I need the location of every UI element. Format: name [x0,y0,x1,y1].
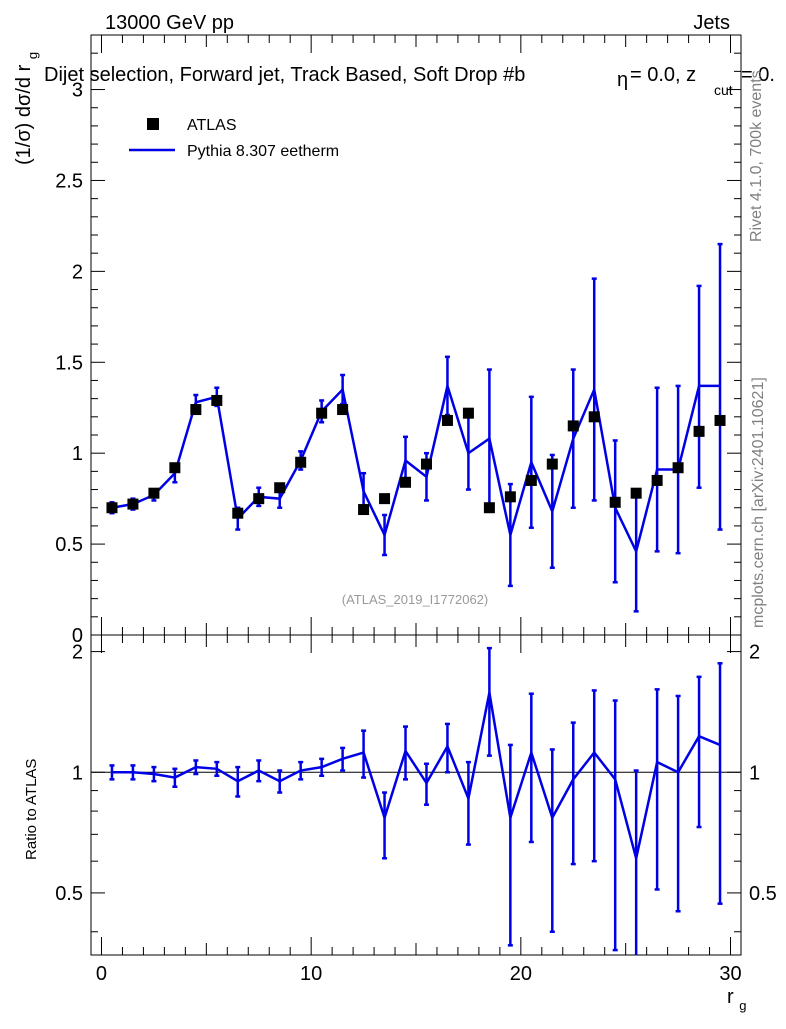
xtick-label: 0 [96,963,107,985]
atlas-data-point [546,458,558,470]
atlas-data-point [651,474,663,486]
atlas-data-point [441,414,453,426]
main-ytick-label: 0.5 [55,534,83,556]
main-ytick-label: 3 [72,80,83,102]
selection-title-main: Dijet selection, Forward jet, Track Base… [44,64,525,86]
xlabel-text: r [727,986,734,1008]
atlas-data-point [462,407,474,419]
atlas-data-point [127,498,139,510]
legend-mc-label: Pythia 8.307 eetherm [187,143,339,160]
ratio-plot-area [91,646,741,955]
xlabel: r g [727,986,746,1013]
atlas-data-point [525,474,537,486]
atlas-data-point [630,487,642,499]
title-cut-subscript: cut [714,82,733,98]
xtick-label: 20 [510,963,532,985]
atlas-data-point [274,482,286,494]
atlas-data-point [358,504,370,516]
atlas-data-point [232,507,244,519]
atlas-data-point [169,462,181,474]
atlas-data-point [672,462,684,474]
atlas-data-point [504,491,516,503]
atlas-data-point [400,476,412,488]
main-ytick-label: 0 [72,625,83,647]
main-ylabel-text: (1/σ) dσ/d r [13,64,35,165]
ratio-ytick-label: 1 [72,762,83,784]
energy-label: 13000 GeV pp [105,12,234,34]
xtick-label: 30 [719,963,741,985]
analysis-id: (ATLAS_2019_I1772062) [342,592,488,607]
main-ytick-label: 1 [72,443,83,465]
process-label: Jets [693,12,730,34]
atlas-data-point [483,502,495,514]
selection-title: Dijet selection, Forward jet, Track Base… [44,64,525,86]
xtick-label: 10 [300,963,322,985]
mc-series-line [111,381,721,555]
title-equals: = 0. [741,64,775,86]
ratio-ytick-label: 0.5 [55,883,83,905]
side-rivet-label: Rivet 4.1.0, 700k events [748,70,765,242]
atlas-data-point [316,407,328,419]
atlas-data-point [714,414,726,426]
ratio-panel-frame [90,634,742,956]
atlas-data-point [148,487,160,499]
main-plot-area [106,242,726,613]
ratio-ylabel: Ratio to ATLAS [23,759,40,860]
ratio-ytick-label: 2 [72,642,83,664]
main-ylabel: (1/σ) dσ/d r g [13,52,40,165]
atlas-data-point [693,425,705,437]
ratio-ytick-label-right: 1 [749,762,760,784]
main-axis-ticks: 0 0.5 1 1.5 2 2.5 3 [55,34,741,647]
ratio-axis-ticks: 0.5 0.51 12 20 10 20 30 [55,635,777,985]
ratio-ytick-label-right: 0.5 [749,883,777,905]
atlas-data-point [295,456,307,468]
main-ytick-label: 2 [72,261,83,283]
atlas-data-point [609,496,621,508]
atlas-data-point [253,493,265,505]
ratio-ytick-label-right: 2 [749,642,760,664]
atlas-data-point [588,411,600,423]
main-ylabel-sub: g [25,52,40,59]
beta-symbol: η [617,69,628,91]
legend-data-label: ATLAS [187,117,237,134]
atlas-data-point [567,420,579,432]
atlas-data-point [420,458,432,470]
atlas-data-point [190,404,202,416]
atlas-data-point [211,394,223,406]
main-ytick-label: 1.5 [55,352,83,374]
atlas-data-point [337,404,349,416]
ratio-series-line [111,692,721,859]
side-mcplots-label: mcplots.cern.ch [arXiv:2401.10621] [750,377,767,628]
main-ytick-label: 2.5 [55,170,83,192]
atlas-data-point [106,502,118,514]
title-tail: = 0.0, z [630,64,696,86]
xlabel-sub: g [739,998,746,1013]
legend-data-marker [147,118,159,130]
atlas-data-point [379,493,391,505]
